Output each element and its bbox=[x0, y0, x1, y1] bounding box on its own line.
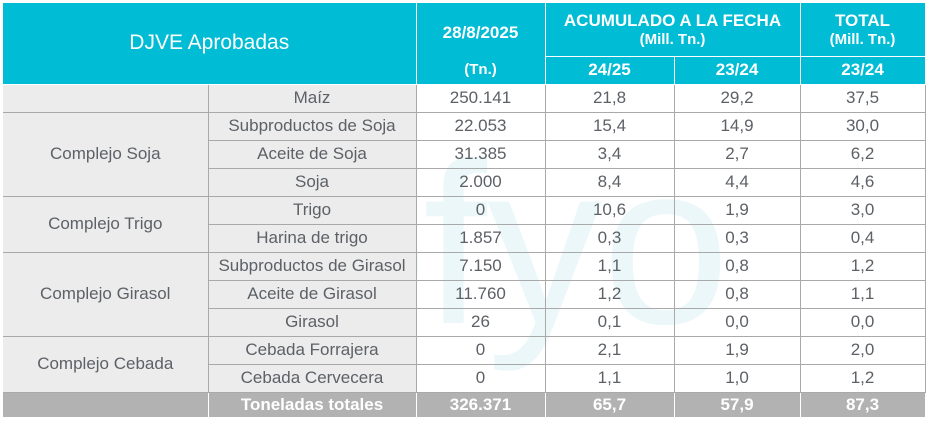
value-tn: 22.053 bbox=[416, 112, 546, 141]
value-2324: 0,8 bbox=[674, 280, 801, 309]
value-total: 37,5 bbox=[800, 84, 926, 113]
total-title: TOTAL bbox=[834, 10, 891, 30]
value-tn: 1.857 bbox=[416, 224, 546, 253]
value-total: 2,0 bbox=[800, 336, 926, 365]
value-2324: 1,9 bbox=[674, 196, 801, 225]
value-2324: 0,8 bbox=[674, 252, 801, 281]
value-total: 0,0 bbox=[800, 308, 926, 337]
value-tn: 0 bbox=[416, 196, 546, 225]
table-row: Complejo Trigo Trigo 0 10,6 1,9 3,0 bbox=[3, 196, 926, 253]
value-2425: 0,3 bbox=[545, 224, 675, 253]
product-name: Soja bbox=[208, 168, 417, 197]
group-label-soja: Complejo Soja bbox=[3, 112, 209, 197]
product-name: Subproductos de Girasol bbox=[208, 252, 417, 281]
value-tn: 31.385 bbox=[416, 140, 546, 169]
value-2425: 10,6 bbox=[545, 196, 675, 225]
product-name: Trigo bbox=[208, 196, 417, 225]
value-total: 3,0 bbox=[800, 196, 926, 225]
djve-table: DJVE Aprobadas 28/8/2025 ACUMULADO A LA … bbox=[3, 3, 926, 417]
totals-2425: 65,7 bbox=[545, 392, 675, 417]
total-unit: (Mill. Tn.) bbox=[829, 30, 896, 48]
value-2324: 2,7 bbox=[674, 140, 801, 169]
totals-row: Toneladas totales 326.371 65,7 57,9 87,3 bbox=[3, 392, 926, 417]
product-name: Harina de trigo bbox=[208, 224, 417, 253]
table-row: Aceite de Girasol 11.760 1,2 0,8 1,1 bbox=[3, 280, 926, 309]
table-title: DJVE Aprobadas bbox=[3, 3, 417, 85]
value-2425: 3,4 bbox=[545, 140, 675, 169]
value-total: 1,2 bbox=[800, 252, 926, 281]
value-2425: 2,1 bbox=[545, 336, 675, 365]
totals-2324: 57,9 bbox=[674, 392, 801, 417]
value-2425: 21,8 bbox=[545, 84, 675, 113]
value-2425: 1,1 bbox=[545, 364, 675, 393]
table-row: Girasol 26 0,1 0,0 0,0 bbox=[3, 308, 926, 337]
col-header-2425: 24/25 bbox=[545, 56, 675, 85]
value-total: 6,2 bbox=[800, 140, 926, 169]
value-tn: 11.760 bbox=[416, 280, 546, 309]
product-name: Girasol bbox=[208, 308, 417, 337]
date-unit-header: (Tn.) bbox=[416, 56, 546, 85]
acumulado-unit: (Mill. Tn.) bbox=[639, 30, 706, 48]
totals-label: Toneladas totales bbox=[208, 392, 417, 417]
table-row: Aceite de Soja 31.385 3,4 2,7 6,2 bbox=[3, 140, 926, 169]
value-2324: 1,9 bbox=[674, 336, 801, 365]
date-header: 28/8/2025 bbox=[416, 3, 546, 56]
value-total: 0,4 bbox=[800, 224, 926, 253]
table-row: Complejo Girasol Subproductos de Girasol… bbox=[3, 252, 926, 337]
group-label-cebada: Complejo Cebada bbox=[3, 336, 209, 393]
value-2324: 0,0 bbox=[674, 308, 801, 337]
product-name: Cebada Forrajera bbox=[208, 336, 417, 365]
product-name: Maíz bbox=[208, 84, 417, 113]
value-total: 1,2 bbox=[800, 364, 926, 393]
product-name: Aceite de Soja bbox=[208, 140, 417, 169]
total-header: TOTAL (Mill. Tn.) bbox=[800, 3, 926, 57]
table-row: Complejo Soja Subproductos de Soja 22.05… bbox=[3, 112, 926, 197]
value-tn: 0 bbox=[416, 336, 546, 365]
value-2324: 4,4 bbox=[674, 168, 801, 197]
acumulado-title: ACUMULADO A LA FECHA bbox=[563, 10, 782, 30]
table-row: Maíz 250.141 21,8 29,2 37,5 bbox=[3, 84, 926, 113]
col-header-total-2324: 23/24 bbox=[800, 56, 926, 85]
value-tn: 2.000 bbox=[416, 168, 546, 197]
table-row: Cebada Cervecera 0 1,1 1,0 1,2 bbox=[3, 364, 926, 393]
product-name: Cebada Cervecera bbox=[208, 364, 417, 393]
value-tn: 0 bbox=[416, 364, 546, 393]
value-2324: 0,3 bbox=[674, 224, 801, 253]
table-row: Complejo Cebada Cebada Forrajera 0 2,1 1… bbox=[3, 336, 926, 393]
value-2324: 29,2 bbox=[674, 84, 801, 113]
djve-table-container: fyo DJVE Aprobadas 28/8/2025 ACUMULADO A… bbox=[3, 3, 926, 423]
value-2425: 1,1 bbox=[545, 252, 675, 281]
col-header-2324: 23/24 bbox=[674, 56, 801, 85]
group-label-trigo: Complejo Trigo bbox=[3, 196, 209, 253]
product-name: Subproductos de Soja bbox=[208, 112, 417, 141]
value-2425: 1,2 bbox=[545, 280, 675, 309]
value-total: 4,6 bbox=[800, 168, 926, 197]
table-row: Harina de trigo 1.857 0,3 0,3 0,4 bbox=[3, 224, 926, 253]
group-cell-empty bbox=[3, 84, 209, 113]
acumulado-header: ACUMULADO A LA FECHA (Mill. Tn.) bbox=[545, 3, 801, 57]
totals-empty-cell bbox=[3, 392, 209, 417]
group-label-girasol: Complejo Girasol bbox=[3, 252, 209, 337]
value-2425: 15,4 bbox=[545, 112, 675, 141]
totals-total: 87,3 bbox=[800, 392, 926, 417]
value-tn: 7.150 bbox=[416, 252, 546, 281]
value-2425: 0,1 bbox=[545, 308, 675, 337]
value-total: 30,0 bbox=[800, 112, 926, 141]
value-2425: 8,4 bbox=[545, 168, 675, 197]
value-total: 1,1 bbox=[800, 280, 926, 309]
value-2324: 1,0 bbox=[674, 364, 801, 393]
value-tn: 26 bbox=[416, 308, 546, 337]
value-2324: 14,9 bbox=[674, 112, 801, 141]
totals-tn: 326.371 bbox=[416, 392, 546, 417]
table-row: Soja 2.000 8,4 4,4 4,6 bbox=[3, 168, 926, 197]
product-name: Aceite de Girasol bbox=[208, 280, 417, 309]
value-tn: 250.141 bbox=[416, 84, 546, 113]
